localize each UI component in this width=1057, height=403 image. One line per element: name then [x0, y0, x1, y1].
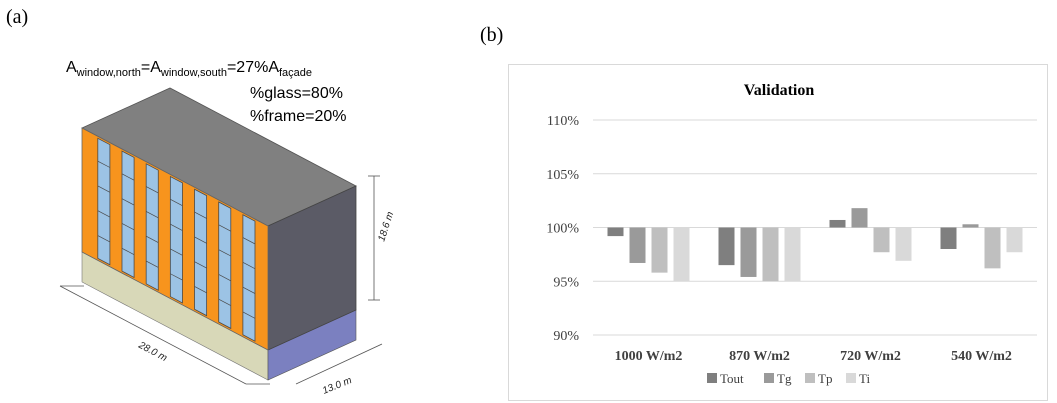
bar-tg [629, 227, 646, 263]
window-strip [169, 175, 183, 304]
y-tick-label: 100% [546, 222, 579, 237]
y-tick-label: 105% [546, 168, 579, 183]
legend-swatch-tp [805, 373, 815, 383]
legend-label-tg: Tg [777, 371, 792, 386]
depth-dimension-line [295, 343, 383, 385]
chart-frame: Validation 90% 95% 100% 105% 110% 1000 W/m2 8… [508, 64, 1048, 401]
depth-dimension-label: 13.0 m [321, 375, 353, 397]
height-dimension-label: 18.6 m [376, 210, 396, 242]
bar-tg [851, 208, 868, 228]
bar-tg [740, 227, 757, 277]
chart-title: Validation [744, 82, 815, 99]
bar-tp [984, 227, 1001, 269]
panel-a-label: (a) [6, 6, 29, 28]
legend-swatch-tout [707, 373, 717, 383]
validation-chart: Validation 90% 95% 100% 105% 110% 1000 W/m2 8… [546, 82, 1037, 386]
window-strip [97, 137, 111, 266]
x-tick-label: 720 W/m2 [840, 349, 901, 364]
x-tick-label: 870 W/m2 [729, 349, 790, 364]
glass-percentage: %glass=80% [250, 85, 343, 102]
panel-b-label: (b) [480, 24, 504, 46]
length-dimension-line [59, 285, 247, 385]
length-dimension-label: 28.0 m [136, 339, 169, 364]
y-tick-label: 95% [553, 275, 579, 290]
bar-tout [829, 219, 846, 228]
legend-label-tp: Tp [818, 371, 832, 386]
x-tick-label: 1000 W/m2 [615, 349, 683, 364]
bar-tout [940, 227, 957, 249]
y-tick-label: 90% [553, 329, 579, 344]
frame-percentage: %frame=20% [250, 108, 347, 125]
legend-swatch-tg [764, 373, 774, 383]
bar-tg [962, 224, 979, 228]
window-strip [242, 214, 256, 342]
bar-ti [784, 227, 801, 282]
legend-label-tout: Tout [720, 371, 744, 386]
window-columns [97, 137, 256, 342]
building-illustration: Awindow,north=Awindow,south=27%Afaçade %… [59, 59, 396, 397]
window-area-equation: Awindow,north=Awindow,south=27%Afaçade [66, 59, 312, 79]
bar-tout [607, 227, 624, 237]
bar-tp [873, 227, 890, 253]
bar-ti [1006, 227, 1023, 253]
window-strip [145, 163, 159, 291]
legend-swatch-ti [846, 373, 856, 383]
window-strip [194, 188, 208, 317]
bar-tout [718, 227, 735, 266]
y-tick-label: 110% [547, 114, 579, 129]
window-strip [218, 201, 232, 330]
bar-tp [651, 227, 668, 273]
legend-label-ti: Ti [859, 371, 870, 386]
x-tick-label: 540 W/m2 [951, 349, 1012, 364]
bar-ti [895, 227, 912, 261]
window-strip [121, 150, 135, 279]
bar-tp [762, 227, 779, 282]
bar-ti [673, 227, 690, 282]
